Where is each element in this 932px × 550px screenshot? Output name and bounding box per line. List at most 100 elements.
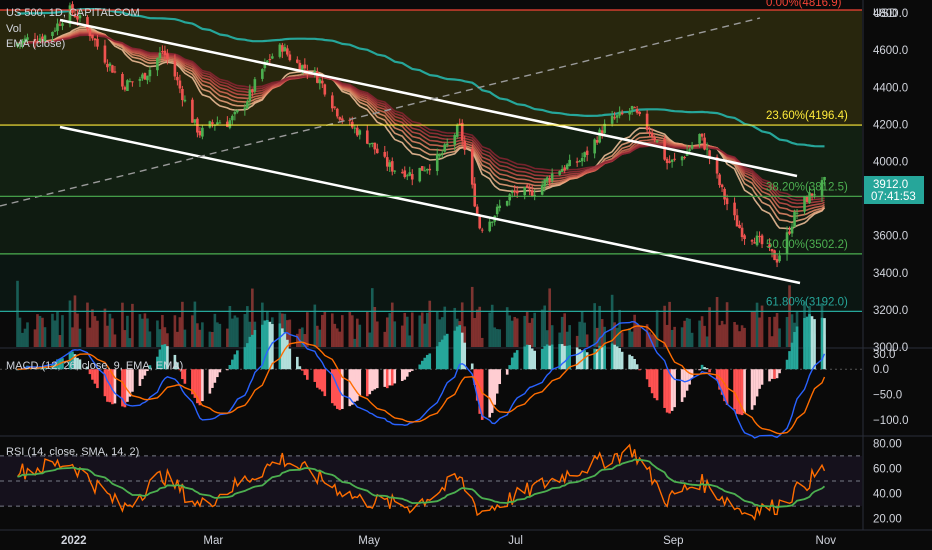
volume-bar [593, 303, 596, 347]
candle-body [318, 79, 322, 84]
candle-body [18, 42, 22, 44]
ema-label[interactable]: EMA (close) [6, 38, 65, 50]
macd-histogram-bar [303, 369, 307, 376]
macd-histogram-bar [106, 369, 109, 402]
candle-body [131, 81, 134, 83]
macd-histogram-bar [688, 369, 691, 385]
macd-histogram-bar [563, 345, 566, 370]
candle-body [478, 215, 482, 229]
candle-body [298, 62, 302, 71]
macd-label[interactable]: MACD (12, 26, close, 9, EMA, EMA) [6, 360, 183, 372]
candle-body [373, 142, 377, 150]
volume-bar [470, 286, 474, 347]
macd-pane[interactable] [0, 314, 862, 439]
volume-bar [755, 302, 759, 347]
price-tick-label: 3400.0 [873, 268, 908, 280]
volume-bar [208, 331, 212, 347]
volume-bar [440, 317, 444, 347]
candle-body [148, 69, 152, 77]
volume-bar [231, 318, 234, 347]
candle-body [688, 149, 691, 152]
candle-body [563, 167, 566, 171]
volume-bar [193, 301, 197, 347]
macd-histogram-bar [720, 369, 724, 395]
volume-bar [703, 325, 706, 347]
volume-bar [668, 301, 671, 347]
macd-histogram-bar [470, 363, 474, 370]
candle-body [126, 80, 129, 91]
volume-bar [523, 315, 527, 347]
volume-bar [510, 320, 514, 347]
rsi-pane[interactable] [0, 443, 862, 521]
volume-bar [126, 315, 129, 347]
volume-bar [575, 335, 579, 347]
volume-bar [443, 306, 447, 347]
volume-label[interactable]: Vol [6, 23, 21, 35]
volume-bar [198, 329, 202, 347]
macd-histogram-bar [735, 369, 739, 414]
macd-histogram-bar [216, 369, 219, 378]
symbol-title[interactable]: US 500, 1D, CAPITALCOM [6, 7, 140, 19]
candle-body [181, 88, 184, 101]
macd-histogram-bar [248, 336, 252, 370]
candle-body [368, 143, 372, 145]
candle-body [650, 132, 654, 137]
macd-histogram-bar [408, 369, 412, 373]
macd-histogram-bar [148, 365, 152, 370]
candle-body [600, 130, 604, 135]
macd-histogram-bar [628, 354, 631, 370]
candle-body [111, 65, 114, 73]
volume-bar [785, 316, 789, 347]
volume-bar [246, 306, 249, 347]
macd-histogram-bar [93, 369, 97, 384]
volume-bar [51, 313, 54, 347]
volume-bar [141, 318, 144, 347]
volume-bar [670, 329, 674, 347]
macd-tick-label: −50.0 [873, 390, 902, 402]
candle-body [76, 16, 79, 20]
macd-histogram-bar [323, 369, 327, 397]
volume-bar [488, 312, 492, 347]
volume-bar [773, 316, 776, 347]
volume-bar [18, 317, 22, 347]
candle-body [338, 117, 342, 120]
macd-histogram-bar [76, 357, 79, 370]
volume-bar [788, 285, 791, 347]
candle-body [615, 115, 619, 118]
candle-body [340, 118, 344, 121]
candle-body [253, 79, 257, 92]
macd-histogram-bar [198, 369, 202, 406]
candle-body [773, 250, 776, 261]
candle-body [610, 116, 614, 124]
candle-body [743, 235, 746, 240]
candle-body [191, 99, 194, 123]
candle-body [173, 60, 177, 77]
candle-body [51, 32, 54, 36]
volume-bar [156, 320, 159, 347]
rsi-label[interactable]: RSI (14, close, SMA, 14, 2) [6, 446, 139, 458]
candle-body [335, 108, 339, 117]
candle-body [558, 171, 561, 175]
macd-histogram-bar [393, 369, 397, 384]
volume-bar [420, 312, 424, 347]
candle-body [648, 131, 651, 133]
candle-body [61, 23, 64, 26]
candle-body [233, 111, 237, 115]
candle-body [768, 244, 771, 248]
volume-bar [645, 324, 649, 347]
candle-body [330, 95, 334, 109]
volume-bar [218, 323, 222, 347]
trend-drawings[interactable] [0, 17, 801, 285]
candle-body [38, 38, 42, 42]
macd-histogram-bar [158, 349, 162, 370]
macd-histogram-bar [680, 369, 684, 402]
volume-bar [723, 324, 726, 347]
candle-body [418, 167, 422, 182]
volume-bar [373, 306, 377, 347]
candle-body [755, 235, 759, 246]
volume-bar [630, 331, 634, 347]
candle-body [435, 154, 439, 172]
candle-body [390, 161, 394, 172]
rsi-ma-line [17, 458, 826, 509]
